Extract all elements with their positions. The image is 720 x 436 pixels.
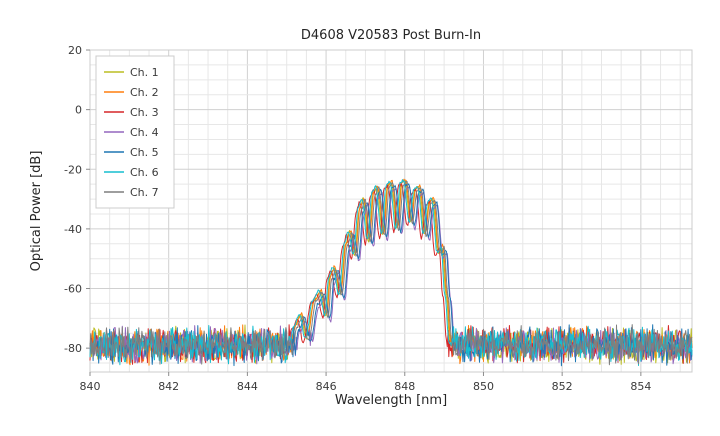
x-tick-label: 848	[394, 380, 415, 393]
y-tick-label: -60	[64, 283, 82, 296]
x-tick-label: 854	[630, 380, 651, 393]
legend: Ch. 1 Ch. 2 Ch. 3 Ch. 4 Ch. 5 Ch. 6 Ch. 7	[95, 55, 175, 209]
plot-border	[89, 49, 693, 373]
y-tick-label: -20	[64, 163, 82, 176]
legend-label-ch-2: Ch. 2	[130, 86, 159, 99]
series-line-ch-7	[89, 181, 693, 366]
series-lines	[89, 178, 693, 367]
legend-label-ch-1: Ch. 1	[130, 66, 159, 79]
x-tick-label: 842	[158, 380, 179, 393]
y-tick-label: 20	[68, 44, 82, 57]
legend-label-ch-6: Ch. 6	[130, 166, 159, 179]
axis-ticks: 840 842 844 846 848 850 852 854 20 0 -20 -40 -60 -80	[64, 44, 651, 393]
x-tick-label: 846	[316, 380, 337, 393]
x-axis-label: Wavelength [nm]	[335, 393, 447, 408]
legend-label-ch-5: Ch. 5	[130, 146, 159, 159]
legend-label-ch-4: Ch. 4	[130, 126, 159, 139]
y-tick-label: -80	[64, 342, 82, 355]
grid	[89, 49, 692, 372]
legend-label-ch-3: Ch. 3	[130, 106, 159, 119]
y-tick-label: -40	[64, 223, 82, 236]
x-tick-label: 840	[80, 380, 101, 393]
y-tick-label: 0	[75, 104, 82, 117]
legend-label-ch-7: Ch. 7	[130, 186, 159, 199]
x-tick-label: 844	[237, 380, 258, 393]
y-axis-label: Optical Power [dB]	[29, 151, 44, 272]
chart-title: D4608 V20583 Post Burn-In	[301, 28, 481, 43]
x-tick-label: 850	[473, 380, 494, 393]
x-tick-label: 852	[552, 380, 573, 393]
